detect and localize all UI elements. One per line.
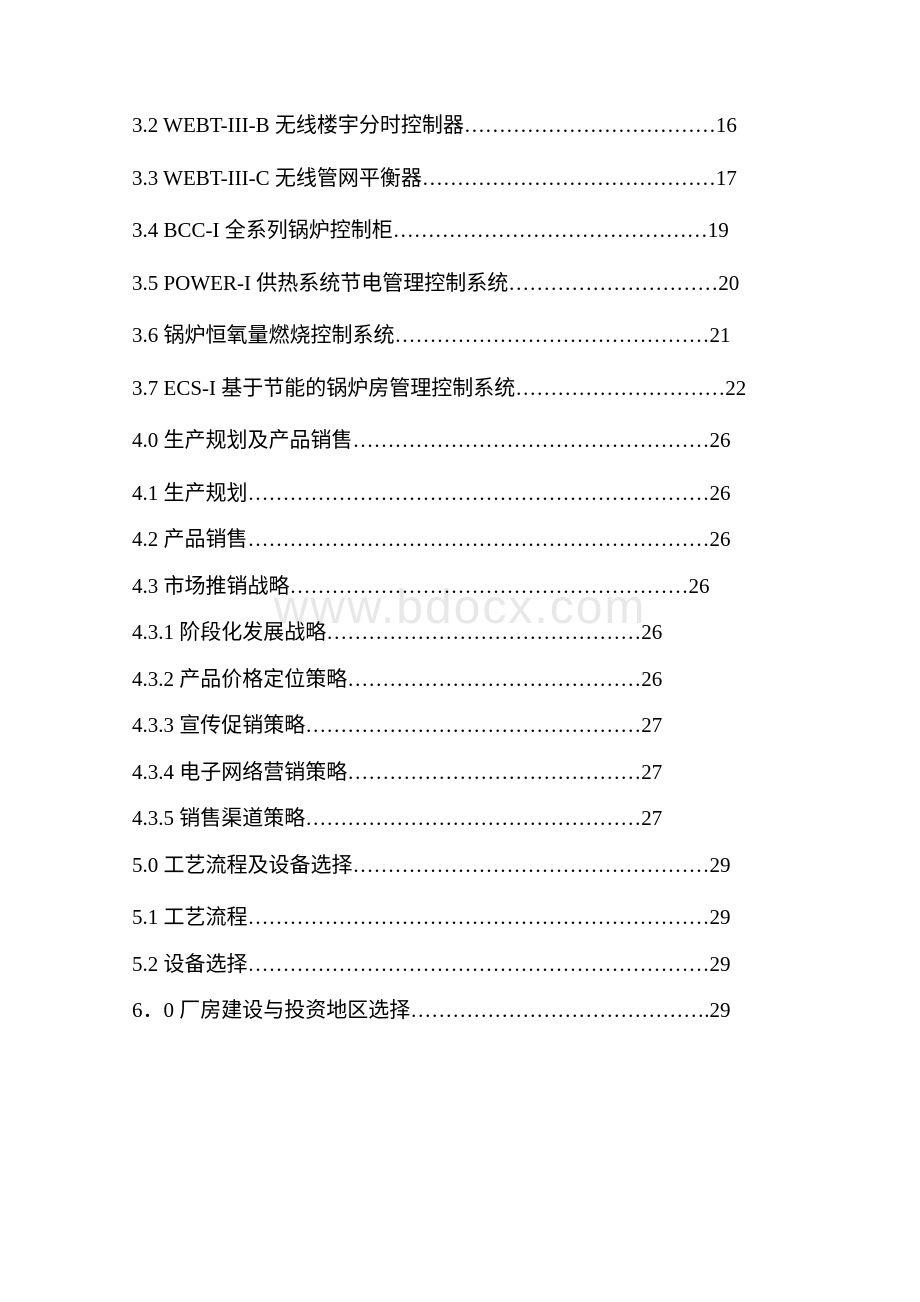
toc-entry: 4.3.1 阶段化发展战略………………………………………26 bbox=[90, 617, 830, 649]
toc-entry: 4.2 产品销售…………………………………………………………26 bbox=[90, 524, 830, 556]
toc-entry: 4.1 生产规划…………………………………………………………26 bbox=[90, 478, 830, 510]
toc-entry: 5.1 工艺流程…………………………………………………………29 bbox=[90, 902, 830, 934]
toc-entry: 3.6 锅炉恒氧量燃烧控制系统………………………………………21 bbox=[90, 320, 830, 352]
toc-entry: 3.7 ECS-I 基于节能的锅炉房管理控制系统…………………………22 bbox=[90, 373, 830, 405]
toc-entry: 3.2 WEBT-III-B 无线楼宇分时控制器………………………………16 bbox=[90, 110, 830, 142]
toc-entry: 4.3.2 产品价格定位策略……………………………………26 bbox=[90, 664, 830, 696]
toc-content: 3.2 WEBT-III-B 无线楼宇分时控制器………………………………16 3… bbox=[90, 110, 830, 1027]
toc-entry: 4.0 生产规划及产品销售……………………………………………26 bbox=[90, 425, 830, 457]
toc-entry: 4.3 市场推销战略…………………………………………………26 bbox=[90, 571, 830, 603]
toc-entry: 4.3.4 电子网络营销策略……………………………………27 bbox=[90, 757, 830, 789]
toc-entry: 3.3 WEBT-III-C 无线管网平衡器……………………………………17 bbox=[90, 163, 830, 195]
toc-entry: 4.3.5 销售渠道策略…………………………………………27 bbox=[90, 803, 830, 835]
toc-entry: 5.2 设备选择…………………………………………………………29 bbox=[90, 949, 830, 981]
toc-entry: 6．0 厂房建设与投资地区选择…………………………………….29 bbox=[90, 995, 830, 1027]
toc-entry: 4.3.3 宣传促销策略…………………………………………27 bbox=[90, 710, 830, 742]
toc-entry: 3.4 BCC-I 全系列锅炉控制柜………………………………………19 bbox=[90, 215, 830, 247]
toc-entry: 3.5 POWER-I 供热系统节电管理控制系统…………………………20 bbox=[90, 268, 830, 300]
toc-entry: 5.0 工艺流程及设备选择……………………………………………29 bbox=[90, 850, 830, 882]
